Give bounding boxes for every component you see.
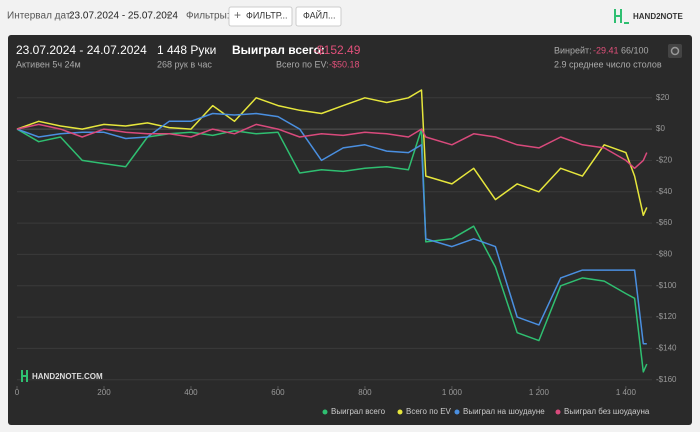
panel xyxy=(8,35,692,425)
legend-label: Выиграл на шоудауне xyxy=(463,407,545,416)
filter-button[interactable] xyxy=(228,6,293,27)
x-tick-label: 1 200 xyxy=(529,388,550,397)
series-line xyxy=(16,128,648,373)
active-time: Активен 5ч 24м xyxy=(16,59,81,69)
x-tick-label: 800 xyxy=(358,388,372,397)
legend-label: Выиграл без шоудауна xyxy=(564,407,650,416)
y-tick-label: $0 xyxy=(656,124,665,133)
x-tick-label: 200 xyxy=(97,388,111,397)
filter-button-label[interactable]: ФИЛЬТР... xyxy=(246,10,288,20)
winrate-value: -29.41 xyxy=(593,45,619,55)
winrate-sample: 66/100 xyxy=(621,45,649,55)
period: 23.07.2024 - 24.07.2024 xyxy=(16,43,147,57)
legend-marker xyxy=(322,409,328,415)
watermark: HAND2NOTE.COM xyxy=(32,372,103,381)
legend-label: Выиграл всего xyxy=(331,407,386,416)
logo-icon xyxy=(614,9,629,24)
y-tick-label: $20 xyxy=(656,93,670,102)
ev-label: Всего по EV: xyxy=(276,59,329,69)
file-button[interactable] xyxy=(295,6,342,27)
filters-label: Фильтры: xyxy=(186,11,230,22)
hands: 1 448 Руки xyxy=(157,43,216,57)
won-value: -$152.49 xyxy=(313,43,361,57)
y-tick-label: -$40 xyxy=(656,187,673,196)
y-tick-label: -$20 xyxy=(656,156,673,165)
watermark-icon xyxy=(21,370,28,382)
series-line xyxy=(16,112,647,345)
gear-icon[interactable] xyxy=(670,46,680,56)
tables: 2.9 среднее число столов xyxy=(554,59,662,69)
chart: $20 $0 -$20 -$40 -$60 -$80 -$100 -$120 -$140 -$16… xyxy=(15,89,677,416)
hands-per-hour: 268 рук в час xyxy=(157,59,212,69)
date-label: Интервал дат: xyxy=(7,11,73,22)
legend-marker xyxy=(555,409,561,415)
dropdown-arrow[interactable] xyxy=(166,14,172,17)
winrate-label: Винрейт: xyxy=(554,45,592,55)
file-button-label[interactable]: ФАЙЛ... xyxy=(303,9,336,20)
series-line xyxy=(16,89,648,217)
legend-label: Всего по EV xyxy=(406,407,452,416)
logo: HAND2NOTE xyxy=(633,12,683,21)
series-line xyxy=(16,123,648,170)
y-tick-label: -$160 xyxy=(656,375,677,384)
x-tick-label: 400 xyxy=(184,388,198,397)
y-tick-label: -$80 xyxy=(656,250,673,259)
y-tick-label: -$140 xyxy=(656,344,677,353)
won-label: Выиграл всего: xyxy=(232,43,325,57)
y-tick-label: -$60 xyxy=(656,218,673,227)
y-tick-label: -$100 xyxy=(656,281,677,290)
x-tick-label: 1 000 xyxy=(442,388,463,397)
y-tick-label: -$120 xyxy=(656,312,677,321)
date-range[interactable]: 23.07.2024 - 25.07.2024 xyxy=(69,11,178,22)
x-tick-label: 600 xyxy=(271,388,285,397)
x-tick-label: 1 400 xyxy=(616,388,637,397)
legend-marker xyxy=(454,409,460,415)
legend-marker xyxy=(397,409,403,415)
plus-icon: + xyxy=(234,8,241,22)
x-tick-label: 0 xyxy=(15,388,20,397)
ev-value: -$50.18 xyxy=(329,59,360,69)
settings-button[interactable] xyxy=(668,44,682,58)
